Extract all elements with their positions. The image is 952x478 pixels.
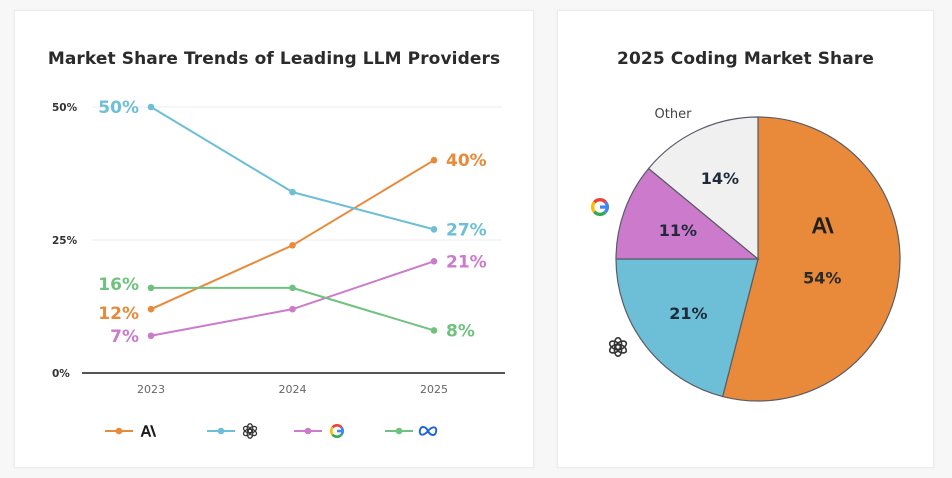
data-point-anthropic xyxy=(147,305,155,313)
pie-chart-title: 2025 Coding Market Share xyxy=(617,49,874,69)
legend xyxy=(105,427,413,435)
slice-value-label: 11% xyxy=(659,221,697,240)
x-tick-label: 2023 xyxy=(137,383,165,396)
pie-slice-openai xyxy=(615,258,759,398)
end-value-label: 40% xyxy=(446,151,487,171)
legend-item-meta xyxy=(385,427,413,435)
data-point-openai xyxy=(430,226,438,233)
slice-value-label: 21% xyxy=(669,304,707,323)
end-value-label: 21% xyxy=(446,252,487,272)
openai-logo-icon xyxy=(608,336,628,358)
slice-value-label: 54% xyxy=(803,268,841,287)
legend-item-anthropic xyxy=(105,427,133,435)
legend-marker xyxy=(395,427,403,435)
start-value-label: 16% xyxy=(98,275,139,295)
data-point-google xyxy=(147,332,155,340)
data-point-anthropic xyxy=(289,242,296,249)
line-chart-title: Market Share Trends of Leading LLM Provi… xyxy=(47,49,501,69)
start-value-label: 7% xyxy=(110,327,139,347)
google-logo-icon xyxy=(330,423,345,439)
y-tick-label: 25% xyxy=(52,235,78,247)
line-chart-panel: Market Share Trends of Leading LLM Provi… xyxy=(14,10,534,468)
series-line-openai xyxy=(150,106,435,231)
google-logo-icon xyxy=(591,197,609,217)
other-label: Other xyxy=(655,107,693,122)
data-point-anthropic xyxy=(430,156,438,164)
line-chart: 0% 25% 50% 2023 2024 2025 12% 40% 50% 27% 7% 21% 16%… xyxy=(52,98,505,435)
pie-slice-anthropic xyxy=(721,116,901,402)
y-tick-label: 0% xyxy=(52,368,70,380)
anthropic-logo-icon xyxy=(140,425,157,437)
pie-slice-google xyxy=(615,167,760,260)
openai-logo-icon xyxy=(242,423,258,439)
legend-marker xyxy=(115,427,123,435)
data-point-openai xyxy=(147,103,155,111)
data-point-meta xyxy=(147,284,155,292)
pie-slice-other xyxy=(647,116,759,261)
meta-logo-icon xyxy=(418,426,438,436)
start-value-label: 12% xyxy=(98,304,139,324)
data-point-google xyxy=(430,257,438,265)
anthropic-logo-icon xyxy=(811,217,834,234)
legend-item-google xyxy=(294,427,322,435)
start-value-label: 50% xyxy=(98,98,139,118)
series-line-google xyxy=(150,260,435,337)
data-point-openai xyxy=(289,188,296,196)
legend-marker xyxy=(304,427,312,435)
data-point-meta xyxy=(289,284,296,292)
data-point-meta xyxy=(430,327,438,334)
pie-chart: 54% 21% 11% 14% Other xyxy=(615,107,901,402)
slice-value-label: 14% xyxy=(701,169,739,188)
legend-marker xyxy=(217,427,225,435)
y-tick-label: 50% xyxy=(52,102,78,114)
x-tick-label: 2024 xyxy=(279,383,307,396)
end-value-label: 27% xyxy=(446,220,487,240)
data-point-google xyxy=(289,305,296,313)
x-tick-label: 2025 xyxy=(420,383,448,396)
end-value-label: 8% xyxy=(446,321,475,341)
legend-item-openai xyxy=(207,427,235,435)
